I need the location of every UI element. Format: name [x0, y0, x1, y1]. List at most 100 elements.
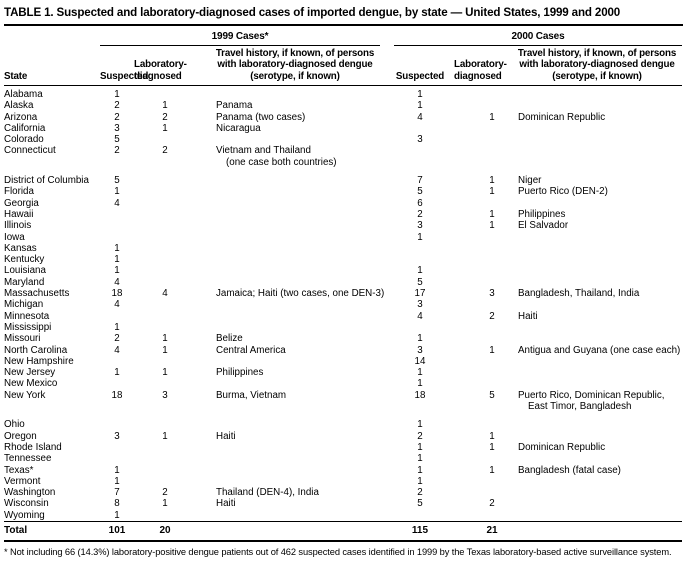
cell-suspected-1999: [100, 220, 134, 231]
cell-state: New Hampshire: [4, 355, 74, 367]
cell-travel-history-2000: [512, 419, 682, 430]
table-row: New Hampshire 14: [4, 356, 682, 367]
cell-travel-history-1999: [196, 209, 394, 220]
group-header-row: 1999 Cases* 2000 Cases: [4, 27, 683, 46]
cell-lab-diagnosed-1999: 2: [162, 145, 168, 157]
cell-travel-history-2000-text: Niger: [518, 175, 542, 187]
cell-travel-history-2000: Bangladesh, Thailand, India: [512, 288, 682, 299]
cell-travel-history-2000: [512, 476, 682, 487]
cell-travel-history-2000: Niger: [512, 175, 682, 186]
cell-travel-history-1999: [196, 442, 394, 453]
cell-travel-history-1999: Jamaica; Haiti (two cases, one DEN-3): [196, 288, 394, 299]
cell-travel-history-1999: Thailand (DEN-4), India: [196, 487, 394, 498]
cell-suspected-2000: 3: [417, 299, 423, 311]
cell-travel-history-1999: [196, 510, 394, 522]
cell-suspected-1999: 4: [114, 299, 120, 311]
cell-suspected-1999: 1: [114, 186, 120, 198]
cell-lab-diagnosed-1999: 3: [162, 389, 168, 401]
cell-state: Wisconsin: [4, 498, 49, 510]
cell-travel-history-2000: [512, 367, 682, 378]
cell-suspected-1999: 5: [114, 134, 120, 146]
cell-lab-diagnosed-1999: [134, 243, 196, 254]
cell-travel-history-1999: Panama: [196, 100, 394, 111]
cell-lab-diagnosed-2000: 1: [489, 464, 495, 476]
cell-travel-history-2000-text: Bangladesh (fatal case): [518, 464, 621, 476]
cell-travel-history-1999: [196, 265, 394, 276]
cell-lab-diagnosed-2000: 1: [489, 344, 495, 356]
cell-state: Alabama: [4, 89, 43, 100]
cell-lab-diagnosed-1999: [134, 311, 196, 322]
cell-suspected-1999: 3: [114, 122, 120, 134]
cell-travel-history-2000-text: El Salvador: [518, 220, 569, 232]
cell-travel-history-1999: [196, 175, 394, 186]
cell-travel-history-1999-text: Central America: [216, 344, 286, 356]
cell-travel-history-2000: Bangladesh (fatal case): [512, 465, 682, 476]
cell-travel-history-2000: Philippines: [512, 209, 682, 220]
cell-lab-diagnosed-1999: [134, 265, 196, 276]
cell-lab-diagnosed-1999: [134, 186, 196, 197]
table-row: Louisiana 1 1: [4, 265, 682, 276]
cell-suspected-1999: 1: [114, 509, 120, 521]
cell-lab-diagnosed-2000: 1: [489, 208, 495, 220]
cell-travel-history-2000: [512, 453, 682, 464]
cell-travel-history-1999-text: Philippines: [216, 367, 264, 379]
cell-suspected-2000: [394, 123, 446, 134]
column-header-row: State Suspected Laboratory- diagnosed Tr…: [4, 45, 683, 86]
cell-suspected-1999: 2: [114, 100, 120, 112]
cell-suspected-2000: 1: [417, 378, 423, 390]
table-row: Alaska 2 1 Panama 1: [4, 100, 682, 111]
table-row: Mississippi 1: [4, 322, 682, 333]
cell-lab-diagnosed-1999: [134, 134, 196, 145]
cell-lab-diagnosed-1999: [134, 453, 196, 464]
table-title: TABLE 1. Suspected and laboratory-diagno…: [4, 6, 683, 26]
cell-suspected-1999: 1: [114, 265, 120, 277]
cell-state: Illinois: [4, 220, 32, 232]
cell-travel-history-1999: [196, 453, 394, 464]
cell-lab-diagnosed-2000: [446, 299, 512, 310]
cell-travel-history-2000-text: Haiti: [518, 310, 538, 322]
cell-lab-diagnosed-1999: [134, 175, 196, 186]
cell-lab-diagnosed-2000: [446, 419, 512, 430]
cell-travel-history-1999: Philippines: [196, 367, 394, 378]
cell-lab-diagnosed-2000: [446, 134, 512, 145]
cell-suspected-1999: 8: [114, 498, 120, 510]
cell-lab-diagnosed-2000: 1: [489, 186, 495, 198]
cell-state: Vermont: [4, 475, 41, 487]
cell-state: District of Columbia: [4, 175, 89, 187]
cell-suspected-1999: [100, 311, 134, 322]
cell-travel-history-2000: [512, 299, 682, 310]
cell-suspected-1999: 5: [114, 175, 120, 187]
cell-state: Florida: [4, 186, 34, 198]
cell-travel-history-2000: [512, 198, 682, 209]
cell-suspected-2000: [394, 322, 446, 333]
cell-state: Georgia: [4, 197, 39, 209]
cell-travel-history-2000: [512, 378, 682, 389]
table-row: Kansas 1: [4, 243, 682, 254]
cell-lab-diagnosed-2000: 1: [489, 220, 495, 232]
cell-suspected-2000: 1: [417, 367, 423, 379]
cell-suspected-2000: 1: [417, 441, 423, 453]
cell-state: Wyoming: [4, 509, 45, 521]
cell-state: Missouri: [4, 333, 41, 345]
cell-lab-diagnosed-2000: 1: [489, 175, 495, 187]
cell-suspected-2000: 1: [417, 100, 423, 112]
cell-suspected-1999: [100, 356, 134, 367]
table-row: Hawaii 2 1 Philippines: [4, 209, 682, 220]
cell-lab-diagnosed-2000: [446, 254, 512, 265]
cell-travel-history-2000: [512, 265, 682, 276]
cell-travel-history-2000: [512, 356, 682, 367]
table-row: Oregon 3 1 Haiti 2 1: [4, 431, 682, 442]
table-row: Colorado 5 3: [4, 134, 682, 145]
cell-lab-diagnosed-2000: 3: [489, 288, 495, 300]
cell-suspected-2000: 1: [417, 475, 423, 487]
cell-travel-history-2000-text: Antigua and Guyana (one case each): [518, 344, 681, 356]
cell-suspected-1999: [100, 442, 134, 453]
cell-lab-diagnosed-1999: [134, 209, 196, 220]
cell-suspected-2000: 7: [417, 175, 423, 187]
cell-suspected-1999: 4: [114, 276, 120, 288]
cell-suspected-2000: 1: [417, 265, 423, 277]
cell-travel-history-1999-text: Belize: [216, 333, 243, 345]
cell-lab-diagnosed-2000: 2: [489, 310, 495, 322]
cell-suspected-1999: 2: [114, 145, 120, 157]
